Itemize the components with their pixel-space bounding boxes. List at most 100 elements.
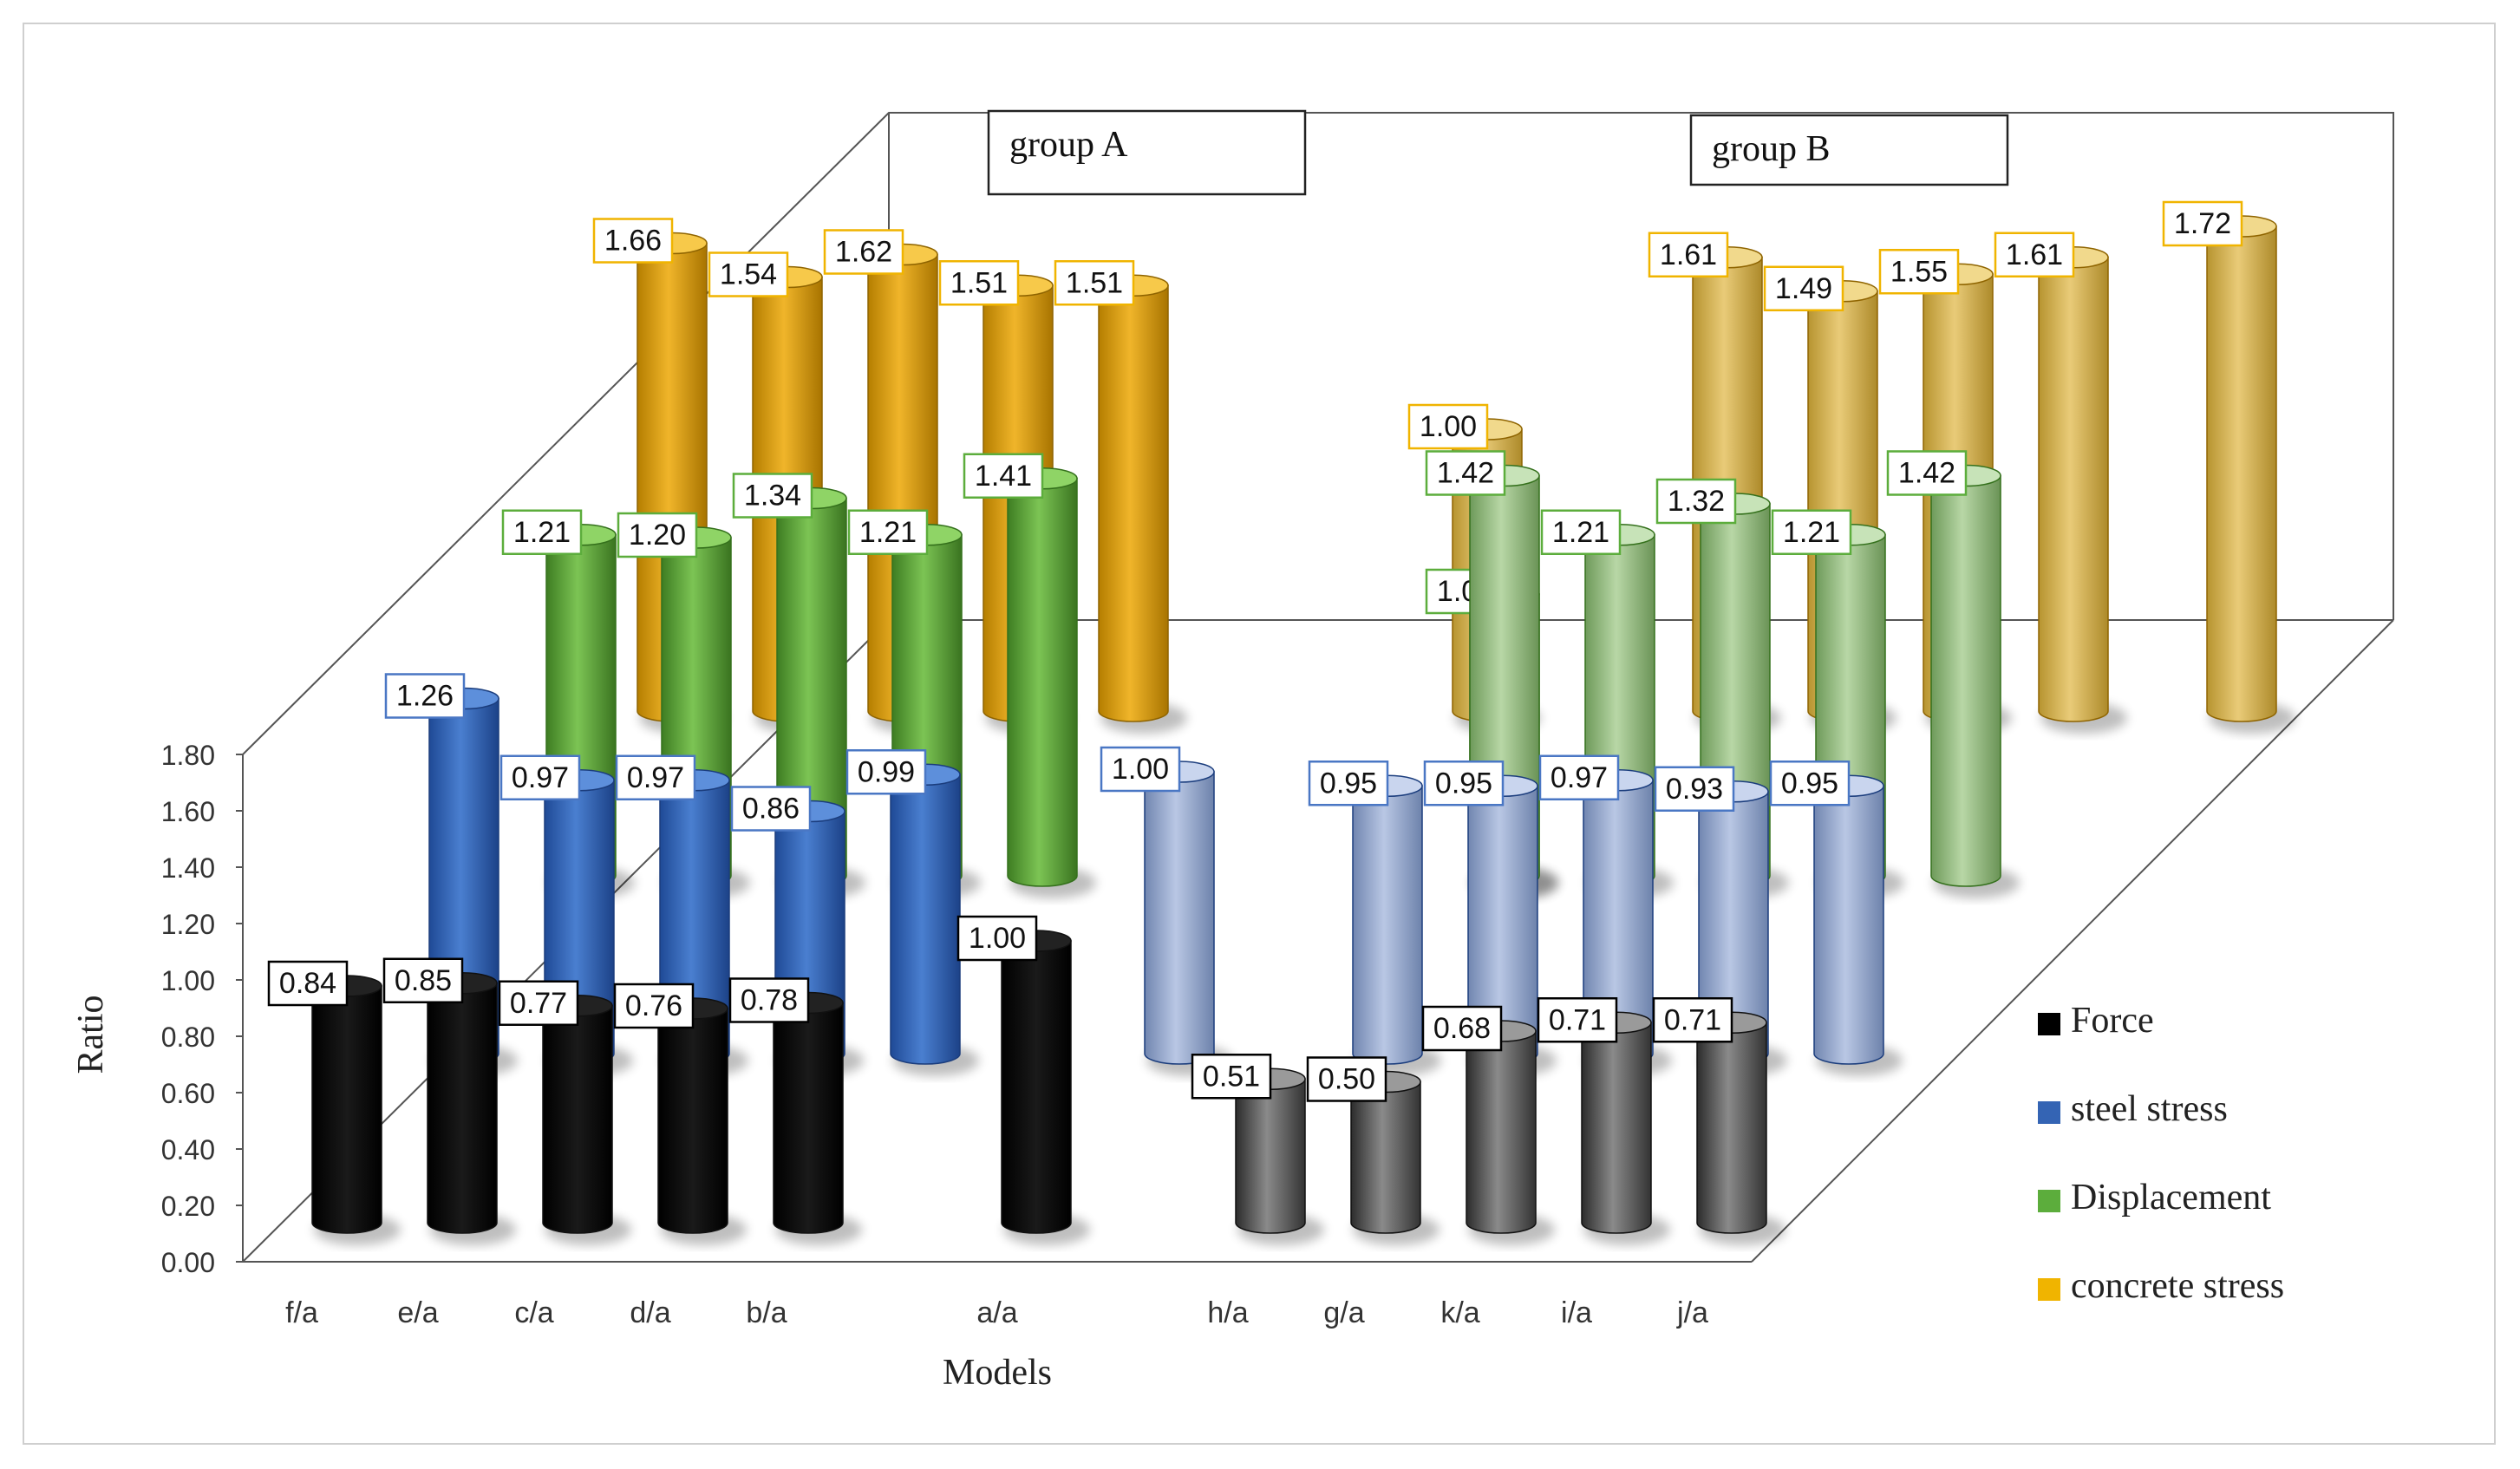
bar-body: [1235, 1078, 1306, 1234]
data-label: 1.21: [1552, 516, 1609, 549]
data-label: 0.99: [858, 755, 915, 788]
y-tick-label: 0.20: [161, 1191, 215, 1222]
data-label: 0.76: [625, 989, 682, 1022]
data-label: 1.42: [1898, 457, 1955, 490]
x-tick-label: b/a: [746, 1296, 787, 1329]
data-label: 0.95: [1435, 767, 1492, 800]
data-label-box: [615, 754, 696, 800]
data-label-box: [730, 786, 812, 832]
data-label: 1.49: [1775, 272, 1832, 305]
y-tick-label: 1.40: [161, 852, 215, 884]
y-tick-label: 1.20: [161, 909, 215, 940]
bar-body: [1696, 1022, 1767, 1234]
y-tick-label: 0.00: [161, 1247, 215, 1278]
bar-body: [1813, 785, 1884, 1065]
data-label: 1.26: [396, 680, 454, 713]
bar-body: [773, 1002, 844, 1234]
data-label: 0.97: [512, 761, 569, 794]
data-label-box: [1886, 450, 1968, 496]
bar-body: [657, 1008, 728, 1234]
data-label: 1.72: [2174, 207, 2231, 240]
data-label-box: [1425, 450, 1506, 496]
legend-swatch: [2038, 1013, 2060, 1035]
legend-label: Displacement: [2071, 1178, 2271, 1218]
bar-force: 0.51: [1191, 1054, 1324, 1245]
x-tick-label: d/a: [630, 1296, 670, 1329]
bar-steel-stress: 0.99: [845, 749, 979, 1076]
data-label-box: [267, 960, 349, 1007]
x-axis-ticks: f/a e/a c/a d/a b/a a/a h/a g/a k/a i/a j/a: [285, 1296, 1708, 1329]
legend-label: concrete stress: [2071, 1266, 2284, 1306]
data-label: 0.77: [510, 987, 567, 1020]
bar-body: [1352, 785, 1423, 1065]
data-label: 0.71: [1549, 1003, 1606, 1036]
group-label: group A: [1009, 125, 1128, 165]
bar-body: [427, 983, 498, 1234]
data-label: 1.54: [720, 258, 777, 291]
data-label-box: [1652, 997, 1733, 1043]
data-label: 1.51: [1066, 266, 1123, 299]
bar-force: 0.84: [267, 960, 401, 1245]
data-label-box: [956, 915, 1038, 962]
data-label-box: [382, 957, 464, 1003]
data-label-box: [1537, 997, 1618, 1043]
bar-displacement: 1.42: [1886, 450, 2020, 898]
bar-displacement: 1.41: [963, 453, 1096, 898]
legend-swatch: [2038, 1278, 2060, 1301]
data-label: 1.00: [969, 922, 1026, 955]
bar-body: [1581, 1022, 1652, 1234]
x-tick-label: k/a: [1440, 1296, 1479, 1329]
data-label-box: [1771, 509, 1852, 555]
data-label-box: [823, 229, 904, 275]
data-label-box: [1191, 1054, 1272, 1100]
data-label: 0.95: [1781, 767, 1838, 800]
data-label-box: [732, 473, 813, 519]
bar-force: 0.85: [382, 957, 516, 1245]
data-label: 0.84: [279, 967, 336, 1000]
data-label: 1.21: [859, 516, 917, 549]
data-label: 0.78: [741, 984, 798, 1017]
data-label: 1.55: [1890, 255, 1948, 288]
bar-body: [542, 1005, 613, 1234]
bar-body: [2038, 257, 2109, 722]
data-label-box: [384, 673, 466, 719]
data-label-box: [1538, 754, 1620, 800]
data-label-box: [499, 754, 581, 800]
legend-swatch: [2038, 1101, 2060, 1124]
data-label-box: [613, 983, 695, 1029]
data-label-box: [728, 977, 810, 1023]
bar-body: [1930, 474, 2001, 887]
bar-concrete-stress: 1.72: [2162, 200, 2295, 734]
bar-force: 0.78: [728, 977, 862, 1245]
x-tick-label: j/a: [1676, 1296, 1708, 1329]
data-label: 1.32: [1668, 485, 1725, 518]
bar-concrete-stress: 1.51: [1054, 260, 1187, 734]
data-label-box: [708, 251, 789, 297]
data-label-box: [847, 509, 929, 555]
data-label-box: [1423, 761, 1505, 806]
data-label: 1.61: [2006, 238, 2063, 271]
data-label-box: [938, 260, 1020, 306]
chart-bars: 1.66 1.54 1.62 1.51 1.51 1.00 1.61 1.49 1.55 1.61…: [267, 200, 2295, 1245]
data-label: 1.66: [604, 225, 662, 258]
data-label: 1.20: [629, 519, 686, 552]
data-label: 0.97: [627, 761, 684, 794]
bar-body: [1007, 478, 1078, 887]
bar-body: [1144, 771, 1215, 1065]
data-label-box: [1648, 232, 1729, 277]
x-tick-label: i/a: [1561, 1296, 1592, 1329]
group-labels: group A group B: [987, 109, 2009, 196]
data-label-box: [1100, 746, 1181, 793]
data-label: 0.93: [1666, 773, 1723, 806]
bar-force: 0.71: [1652, 997, 1786, 1245]
group-box: [1689, 114, 2009, 186]
data-label-box: [2162, 200, 2243, 247]
bar-force: 0.71: [1537, 997, 1670, 1245]
y-axis-ticks: 0.00 0.20 0.40 0.60 0.80 1.00 1.20 1.40 1.60 1.80: [161, 740, 243, 1278]
data-label: 1.61: [1660, 238, 1717, 271]
data-label-box: [1654, 766, 1735, 812]
x-tick-label: g/a: [1323, 1296, 1364, 1329]
x-tick-label: h/a: [1207, 1296, 1248, 1329]
y-tick-label: 1.60: [161, 796, 215, 827]
